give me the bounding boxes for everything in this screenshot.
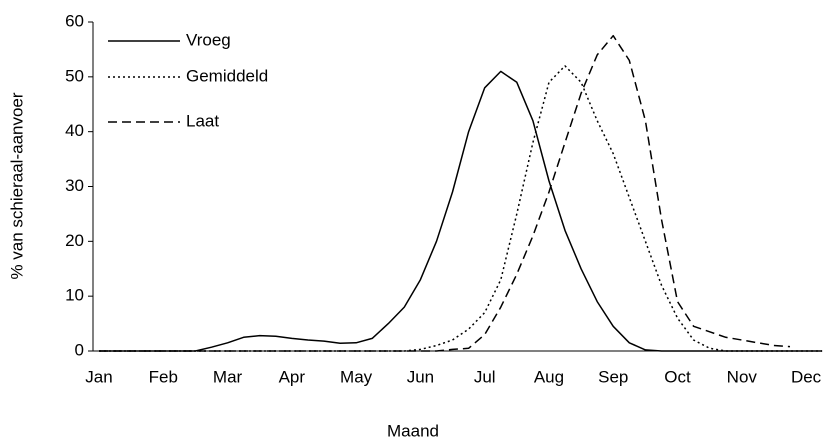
x-tick-label: Aug: [534, 367, 564, 386]
series-line: [99, 34, 791, 352]
x-tick-label: Apr: [279, 367, 306, 386]
x-axis-label: Maand: [387, 421, 439, 440]
y-tick-label: 10: [65, 286, 84, 305]
x-tick-label: Jun: [407, 367, 434, 386]
y-tick-label: 0: [75, 340, 84, 359]
x-tick-label: Jan: [85, 367, 112, 386]
y-tick-label: 20: [65, 231, 84, 250]
x-tick-label: Feb: [149, 367, 178, 386]
series-line: [99, 70, 823, 352]
x-tick-label: May: [340, 367, 373, 386]
x-tick-label: Nov: [727, 367, 758, 386]
legend-label: Laat: [186, 111, 219, 130]
series-line: [99, 65, 823, 352]
x-tick-label: Mar: [213, 367, 243, 386]
y-axis-label: % van schieraal-aanvoer: [7, 92, 26, 279]
y-tick-label: 40: [65, 121, 84, 140]
y-tick-label: 60: [65, 11, 84, 30]
legend-label: Vroeg: [186, 30, 231, 49]
y-tick-label: 30: [65, 176, 84, 195]
x-tick-label: Oct: [664, 367, 691, 386]
x-tick-label: Sep: [598, 367, 628, 386]
y-tick-label: 50: [65, 66, 84, 85]
legend-label: Gemiddeld: [186, 66, 268, 85]
x-tick-label: Dec: [791, 367, 822, 386]
x-tick-label: Jul: [474, 367, 496, 386]
